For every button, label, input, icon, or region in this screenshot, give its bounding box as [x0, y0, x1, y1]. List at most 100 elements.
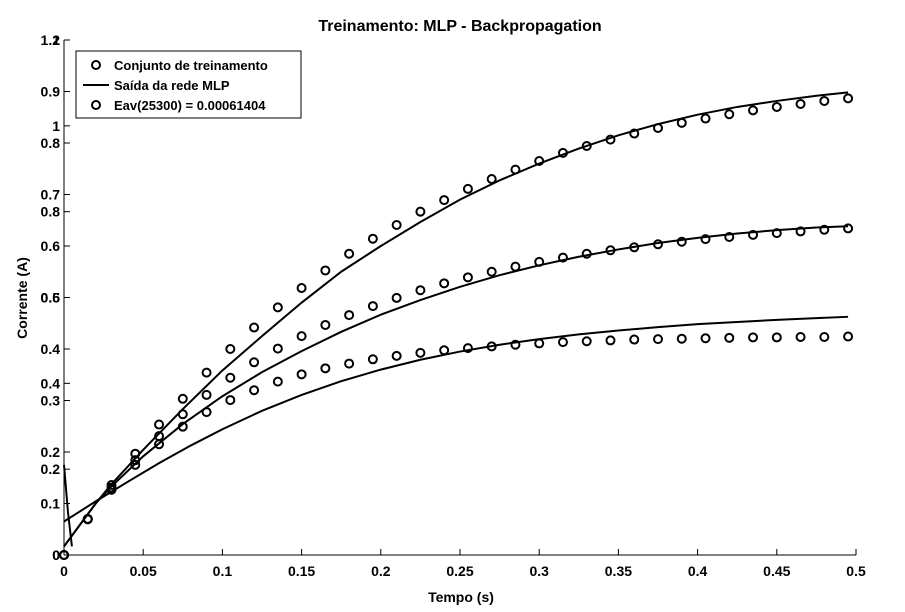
data-point: [177, 393, 188, 404]
data-point: [439, 278, 450, 289]
data-point: [106, 484, 117, 495]
data-point: [700, 333, 711, 344]
x-tick-label: 0.35: [605, 563, 632, 579]
data-point: [296, 369, 307, 380]
data-point: [581, 248, 592, 259]
data-point: [249, 322, 260, 333]
legend-label: Saída da rede MLP: [114, 78, 230, 93]
x-tick-label: 0.1: [213, 563, 233, 579]
data-point: [843, 223, 854, 234]
data-point: [462, 183, 473, 194]
data-point: [439, 345, 450, 356]
plot-area: 0 0.05 0.1 0.15 0.2 0.25 0.3 0.35 0.4 0.45 0.5 0 0.2…: [41, 32, 866, 579]
data-point: [676, 236, 687, 247]
data-point: [320, 319, 331, 330]
y-tick-label: 1.2: [41, 32, 61, 48]
x-tick-label: 0.3: [529, 563, 549, 579]
data-point: [629, 242, 640, 253]
y-overlay-tick-label: 0.9: [41, 84, 61, 100]
data-point: [486, 174, 497, 185]
x-tick-label: 0.45: [763, 563, 790, 579]
series-line-6: [63, 464, 73, 547]
data-point: [344, 248, 355, 259]
data-point: [154, 439, 165, 450]
y-overlay-tick-label: 0.2: [41, 444, 61, 460]
legend-box: [75, 50, 302, 119]
data-point: [843, 93, 854, 104]
data-point: [819, 331, 830, 342]
data-point: [154, 419, 165, 430]
data-point: [130, 459, 141, 470]
data-point: [415, 285, 426, 296]
x-tick-label: 0.25: [446, 563, 473, 579]
x-tick-label: 0: [60, 563, 68, 579]
data-point: [795, 226, 806, 237]
data-point: [201, 407, 212, 418]
data-point: [819, 224, 830, 235]
data-point: [367, 354, 378, 365]
y-tick-label: 0: [52, 547, 60, 563]
data-point: [272, 343, 283, 354]
data-point: [557, 252, 568, 263]
data-point: [534, 156, 545, 167]
data-point: [771, 101, 782, 112]
data-point: [795, 331, 806, 342]
data-point: [462, 343, 473, 354]
series-line-5: [63, 315, 849, 523]
data-point: [225, 344, 236, 354]
data-point: [795, 98, 806, 109]
y-tick-label: 1: [52, 118, 60, 134]
data-point: [819, 95, 830, 106]
x-tick-label: 0.2: [371, 563, 391, 579]
y-overlay-tick-label: 0.3: [41, 393, 61, 409]
y-tick-label: 0.2: [41, 461, 61, 477]
data-point: [177, 421, 188, 432]
data-point: [843, 331, 854, 342]
data-point: [272, 302, 283, 313]
data-point: [320, 265, 331, 276]
data-point: [557, 147, 568, 158]
data-point: [676, 117, 687, 128]
data-point: [130, 448, 141, 459]
data-point: [629, 334, 640, 345]
data-point: [320, 363, 331, 374]
data-point: [344, 358, 355, 369]
x-tick-label: 0.05: [130, 563, 157, 579]
data-point: [130, 455, 141, 466]
data-point: [581, 141, 592, 152]
data-point: [367, 233, 378, 244]
data-point: [557, 337, 568, 348]
data-point: [534, 338, 545, 349]
data-point: [748, 332, 759, 343]
legend-label: Conjunto de treinamento: [114, 58, 268, 73]
data-point: [415, 206, 426, 217]
series-line-4: [63, 225, 849, 548]
data-point: [391, 292, 402, 303]
data-point: [771, 332, 782, 343]
data-point: [700, 113, 711, 124]
legend-label: Eav(25300) = 0.00061404: [114, 98, 266, 113]
data-point: [581, 336, 592, 347]
data-point: [249, 357, 260, 368]
data-point: [272, 376, 283, 387]
data-point: [486, 266, 497, 277]
x-axis-title: Tempo (s): [428, 589, 494, 605]
x-tick-label: 0.5: [846, 563, 866, 579]
x-tick-label: 0.4: [688, 563, 708, 579]
data-point: [486, 341, 497, 352]
data-point: [201, 367, 212, 378]
data-point: [724, 231, 735, 242]
legend: Conjunto de treinamento Saída da rede MLP…: [75, 50, 302, 119]
legend-marker-circle: [91, 60, 101, 70]
data-point: [510, 164, 521, 175]
data-point: [462, 272, 473, 283]
data-point: [391, 219, 402, 230]
data-point: [510, 339, 521, 350]
data-point: [82, 514, 93, 525]
chart-title: Treinamento: MLP - Backpropagation: [318, 18, 601, 35]
data-point: [676, 333, 687, 344]
data-point: [225, 395, 236, 406]
y-overlay-tick-label: 0.1: [41, 496, 61, 512]
y-overlay-tick-label: 0.7: [41, 187, 61, 203]
